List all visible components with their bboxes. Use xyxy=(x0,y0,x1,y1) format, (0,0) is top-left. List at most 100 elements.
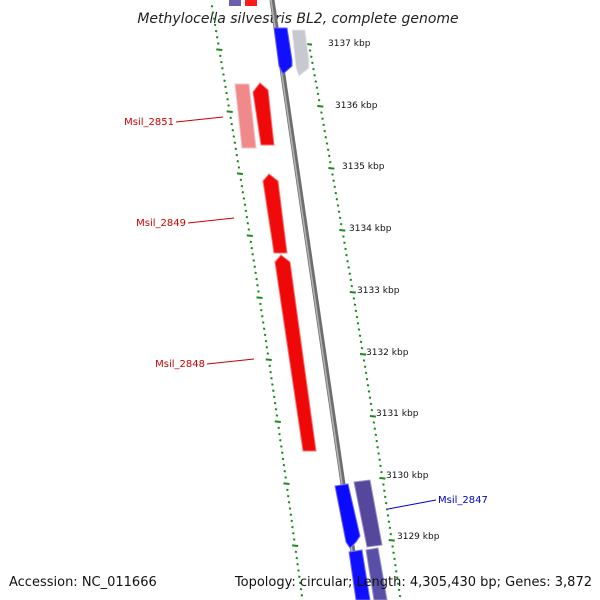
major-tick xyxy=(226,110,233,113)
minor-tick xyxy=(376,446,379,449)
minor-tick xyxy=(221,67,224,70)
minor-tick xyxy=(289,513,293,516)
minor-tick xyxy=(329,160,332,164)
minor-tick xyxy=(262,327,266,330)
major-tick xyxy=(369,415,376,418)
minor-tick xyxy=(215,36,219,39)
minor-tick xyxy=(337,210,341,213)
minor-tick xyxy=(380,470,383,474)
scale-label: 3135 kbp xyxy=(342,162,385,172)
major-tick xyxy=(283,482,290,485)
minor-tick xyxy=(360,346,364,350)
minor-tick xyxy=(288,507,292,510)
gene-label-msil-2848[interactable]: Msil_2848 xyxy=(155,358,255,370)
minor-tick xyxy=(374,433,378,437)
minor-tick xyxy=(272,389,275,392)
gene-label-msil-2851[interactable]: Msil_2851 xyxy=(124,116,224,128)
gene-feature[interactable] xyxy=(291,29,310,77)
minor-tick xyxy=(243,203,247,206)
inner-tick-track xyxy=(210,5,304,597)
gene-feature[interactable] xyxy=(273,27,293,75)
minor-tick xyxy=(292,538,296,541)
scale-label: 3132 kbp xyxy=(366,348,409,358)
gene-label-msil-2849[interactable]: Msil_2849 xyxy=(136,217,235,229)
minor-tick xyxy=(353,303,357,306)
minor-tick xyxy=(379,464,382,468)
gene-label-msil-2847[interactable]: Msil_2847 xyxy=(387,495,488,510)
gene-feature[interactable] xyxy=(365,547,388,600)
major-tick xyxy=(246,234,253,237)
scale-label: 3134 kbp xyxy=(349,224,392,234)
minor-tick xyxy=(382,483,385,486)
minor-tick xyxy=(268,364,271,368)
minor-tick xyxy=(247,228,251,231)
minor-tick xyxy=(316,92,320,96)
major-tick xyxy=(349,291,356,294)
scale-label: 3130 kbp xyxy=(386,471,429,481)
minor-tick xyxy=(338,216,342,220)
minor-tick xyxy=(270,377,273,380)
minor-tick xyxy=(235,153,239,157)
minor-tick xyxy=(299,587,303,591)
gene-feature[interactable] xyxy=(348,549,371,600)
minor-tick xyxy=(378,458,381,461)
minor-tick xyxy=(355,315,359,319)
minor-tick xyxy=(250,246,254,250)
gene-msil-2849[interactable] xyxy=(262,173,288,254)
minor-tick xyxy=(246,222,250,225)
minor-tick xyxy=(227,104,230,107)
minor-tick xyxy=(242,197,246,200)
minor-tick xyxy=(220,60,223,64)
minor-tick xyxy=(322,123,325,127)
minor-tick xyxy=(312,67,315,71)
minor-tick xyxy=(365,377,369,381)
minor-tick xyxy=(239,178,243,182)
minor-tick xyxy=(231,129,235,132)
gene-msil-2848[interactable] xyxy=(274,254,317,452)
minor-tick xyxy=(265,346,269,349)
major-tick xyxy=(379,477,386,480)
minor-tick xyxy=(387,520,391,523)
minor-tick xyxy=(230,122,233,126)
minor-tick xyxy=(394,563,397,567)
minor-tick xyxy=(259,302,262,306)
minor-tick xyxy=(357,328,361,331)
minor-tick xyxy=(367,390,371,393)
major-tick xyxy=(317,105,324,108)
minor-tick xyxy=(282,463,286,467)
gene-feature[interactable] xyxy=(245,0,257,6)
minor-tick xyxy=(281,457,285,461)
minor-tick xyxy=(291,525,294,529)
minor-tick xyxy=(392,551,395,554)
minor-tick xyxy=(315,86,319,89)
minor-tick xyxy=(266,352,270,355)
gene-msil-2851[interactable] xyxy=(252,82,275,146)
minor-tick xyxy=(398,594,402,598)
minor-tick xyxy=(336,204,340,207)
minor-tick xyxy=(385,508,389,511)
gene-msil-2847-purple[interactable] xyxy=(353,479,383,548)
gene-feature[interactable] xyxy=(229,0,241,6)
minor-tick xyxy=(290,519,293,523)
minor-tick xyxy=(369,402,373,406)
minor-tick xyxy=(323,129,326,133)
minor-tick xyxy=(225,91,228,95)
minor-tick xyxy=(271,383,274,386)
major-tick xyxy=(236,172,243,175)
minor-tick xyxy=(358,334,362,337)
minor-tick xyxy=(280,451,284,454)
outer-tick-track xyxy=(305,43,402,598)
major-tick xyxy=(216,48,223,51)
minor-tick xyxy=(349,278,353,282)
scale-label: 3133 kbp xyxy=(357,286,400,296)
minor-tick xyxy=(364,371,368,375)
minor-tick xyxy=(359,340,363,344)
gene-msil-2847[interactable] xyxy=(334,483,361,549)
minor-tick xyxy=(294,550,298,554)
map-title: Methylocella silvestris BL2, complete ge… xyxy=(137,11,458,27)
gene-msil-2851-light[interactable] xyxy=(234,83,257,149)
minor-tick xyxy=(352,297,356,300)
minor-tick xyxy=(391,545,394,548)
minor-tick xyxy=(320,111,323,114)
minor-tick xyxy=(272,395,276,399)
